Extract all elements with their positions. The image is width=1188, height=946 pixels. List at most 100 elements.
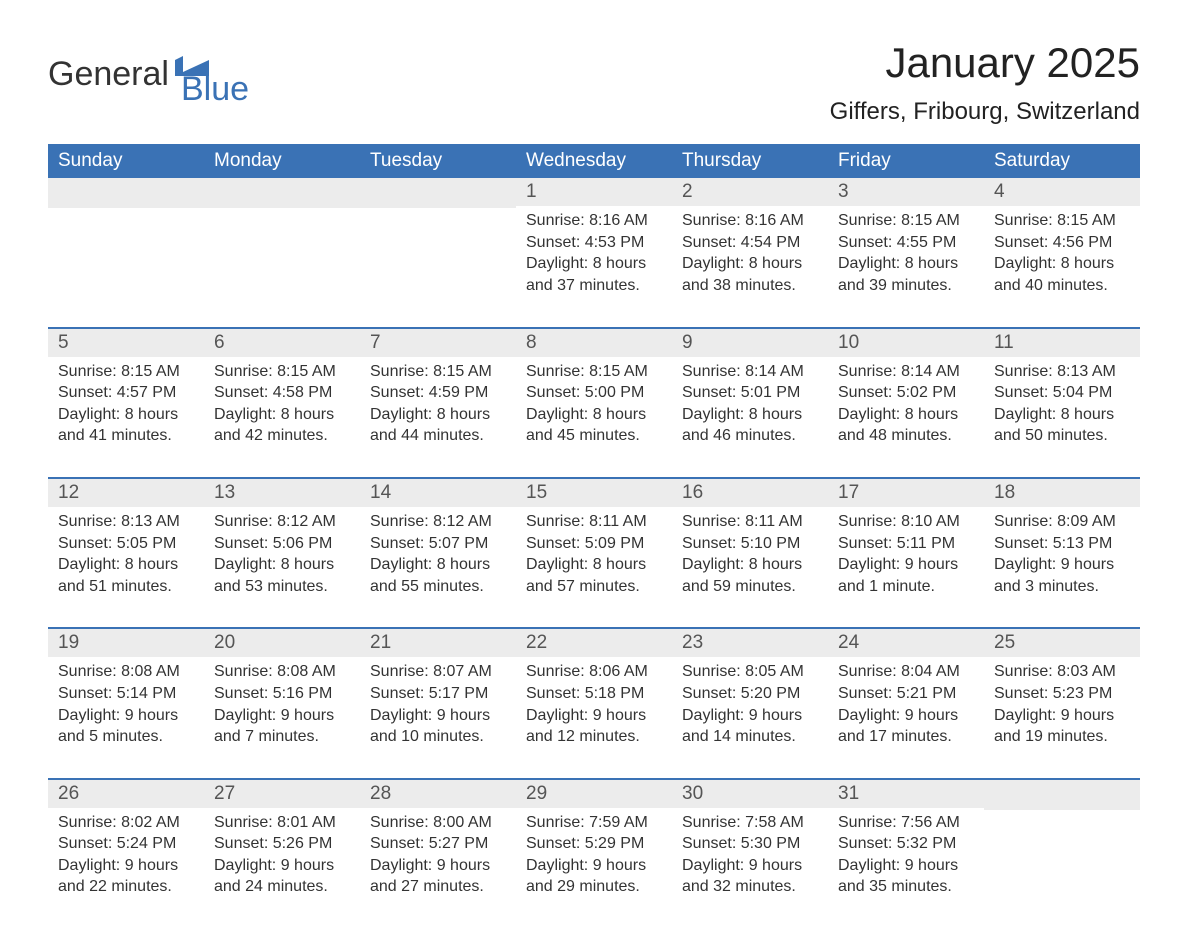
day-sunset: Sunset: 5:24 PM <box>58 833 194 855</box>
day-cell: 31Sunrise: 7:56 AMSunset: 5:32 PMDayligh… <box>828 780 984 906</box>
day-body: Sunrise: 8:05 AMSunset: 5:20 PMDaylight:… <box>672 657 828 747</box>
weekday-label: Thursday <box>672 144 828 178</box>
day-sunset: Sunset: 5:32 PM <box>838 833 974 855</box>
day-daylight2: and 50 minutes. <box>994 425 1130 447</box>
day-number: 25 <box>984 629 1140 657</box>
day-body: Sunrise: 8:07 AMSunset: 5:17 PMDaylight:… <box>360 657 516 747</box>
day-daylight1: Daylight: 8 hours <box>526 404 662 426</box>
day-number <box>360 178 516 208</box>
day-body: Sunrise: 7:58 AMSunset: 5:30 PMDaylight:… <box>672 808 828 898</box>
day-cell: 3Sunrise: 8:15 AMSunset: 4:55 PMDaylight… <box>828 178 984 304</box>
day-body: Sunrise: 8:02 AMSunset: 5:24 PMDaylight:… <box>48 808 204 898</box>
day-sunset: Sunset: 5:11 PM <box>838 533 974 555</box>
day-sunrise: Sunrise: 8:03 AM <box>994 661 1130 683</box>
day-body: Sunrise: 8:11 AMSunset: 5:10 PMDaylight:… <box>672 507 828 597</box>
day-number: 27 <box>204 780 360 808</box>
week-row: 26Sunrise: 8:02 AMSunset: 5:24 PMDayligh… <box>48 778 1140 906</box>
day-sunrise: Sunrise: 8:02 AM <box>58 812 194 834</box>
week-row: 5Sunrise: 8:15 AMSunset: 4:57 PMDaylight… <box>48 327 1140 455</box>
day-sunset: Sunset: 5:30 PM <box>682 833 818 855</box>
day-daylight1: Daylight: 9 hours <box>994 705 1130 727</box>
day-number: 7 <box>360 329 516 357</box>
day-cell: 13Sunrise: 8:12 AMSunset: 5:06 PMDayligh… <box>204 479 360 605</box>
day-body: Sunrise: 7:59 AMSunset: 5:29 PMDaylight:… <box>516 808 672 898</box>
day-sunset: Sunset: 4:56 PM <box>994 232 1130 254</box>
day-number: 9 <box>672 329 828 357</box>
day-body: Sunrise: 8:15 AMSunset: 4:57 PMDaylight:… <box>48 357 204 447</box>
day-number: 8 <box>516 329 672 357</box>
day-number: 13 <box>204 479 360 507</box>
day-cell <box>204 178 360 304</box>
day-daylight1: Daylight: 8 hours <box>994 253 1130 275</box>
day-daylight1: Daylight: 9 hours <box>58 705 194 727</box>
day-number: 10 <box>828 329 984 357</box>
day-number: 20 <box>204 629 360 657</box>
title-block: January 2025 Giffers, Fribourg, Switzerl… <box>830 40 1140 126</box>
day-daylight2: and 10 minutes. <box>370 726 506 748</box>
day-cell: 5Sunrise: 8:15 AMSunset: 4:57 PMDaylight… <box>48 329 204 455</box>
day-body: Sunrise: 8:15 AMSunset: 4:55 PMDaylight:… <box>828 206 984 296</box>
day-daylight2: and 55 minutes. <box>370 576 506 598</box>
day-body: Sunrise: 8:11 AMSunset: 5:09 PMDaylight:… <box>516 507 672 597</box>
day-sunset: Sunset: 5:20 PM <box>682 683 818 705</box>
day-sunrise: Sunrise: 8:15 AM <box>370 361 506 383</box>
day-sunrise: Sunrise: 8:16 AM <box>526 210 662 232</box>
day-daylight1: Daylight: 8 hours <box>58 404 194 426</box>
day-body: Sunrise: 8:16 AMSunset: 4:54 PMDaylight:… <box>672 206 828 296</box>
day-daylight1: Daylight: 8 hours <box>370 554 506 576</box>
day-sunrise: Sunrise: 8:11 AM <box>526 511 662 533</box>
day-cell: 18Sunrise: 8:09 AMSunset: 5:13 PMDayligh… <box>984 479 1140 605</box>
day-daylight2: and 48 minutes. <box>838 425 974 447</box>
day-daylight1: Daylight: 8 hours <box>682 253 818 275</box>
day-daylight2: and 29 minutes. <box>526 876 662 898</box>
day-number: 1 <box>516 178 672 206</box>
day-sunset: Sunset: 5:29 PM <box>526 833 662 855</box>
day-daylight1: Daylight: 9 hours <box>370 705 506 727</box>
day-daylight1: Daylight: 8 hours <box>682 554 818 576</box>
day-sunset: Sunset: 5:04 PM <box>994 382 1130 404</box>
day-daylight2: and 24 minutes. <box>214 876 350 898</box>
day-sunrise: Sunrise: 8:09 AM <box>994 511 1130 533</box>
day-daylight2: and 42 minutes. <box>214 425 350 447</box>
day-daylight2: and 44 minutes. <box>370 425 506 447</box>
logo: General Blue <box>48 40 249 109</box>
day-cell: 20Sunrise: 8:08 AMSunset: 5:16 PMDayligh… <box>204 629 360 755</box>
day-body: Sunrise: 8:12 AMSunset: 5:07 PMDaylight:… <box>360 507 516 597</box>
day-daylight1: Daylight: 8 hours <box>214 404 350 426</box>
weekday-label: Friday <box>828 144 984 178</box>
day-cell: 15Sunrise: 8:11 AMSunset: 5:09 PMDayligh… <box>516 479 672 605</box>
day-daylight2: and 51 minutes. <box>58 576 194 598</box>
week-row: 12Sunrise: 8:13 AMSunset: 5:05 PMDayligh… <box>48 477 1140 605</box>
day-body: Sunrise: 8:12 AMSunset: 5:06 PMDaylight:… <box>204 507 360 597</box>
day-body: Sunrise: 8:16 AMSunset: 4:53 PMDaylight:… <box>516 206 672 296</box>
page-title: January 2025 <box>830 40 1140 86</box>
weekday-label: Saturday <box>984 144 1140 178</box>
day-daylight2: and 19 minutes. <box>994 726 1130 748</box>
day-cell: 12Sunrise: 8:13 AMSunset: 5:05 PMDayligh… <box>48 479 204 605</box>
day-sunset: Sunset: 5:10 PM <box>682 533 818 555</box>
day-daylight1: Daylight: 8 hours <box>58 554 194 576</box>
logo-text-blue: Blue <box>181 70 249 109</box>
week-row: 19Sunrise: 8:08 AMSunset: 5:14 PMDayligh… <box>48 627 1140 755</box>
weekday-label: Sunday <box>48 144 204 178</box>
day-daylight1: Daylight: 8 hours <box>682 404 818 426</box>
day-daylight1: Daylight: 8 hours <box>838 404 974 426</box>
day-cell: 19Sunrise: 8:08 AMSunset: 5:14 PMDayligh… <box>48 629 204 755</box>
day-daylight2: and 53 minutes. <box>214 576 350 598</box>
day-number: 5 <box>48 329 204 357</box>
day-sunset: Sunset: 5:14 PM <box>58 683 194 705</box>
day-number: 23 <box>672 629 828 657</box>
day-daylight2: and 14 minutes. <box>682 726 818 748</box>
day-cell: 27Sunrise: 8:01 AMSunset: 5:26 PMDayligh… <box>204 780 360 906</box>
day-number: 30 <box>672 780 828 808</box>
weekday-header: Sunday Monday Tuesday Wednesday Thursday… <box>48 144 1140 178</box>
day-body: Sunrise: 8:15 AMSunset: 4:59 PMDaylight:… <box>360 357 516 447</box>
day-daylight2: and 59 minutes. <box>682 576 818 598</box>
day-daylight2: and 1 minute. <box>838 576 974 598</box>
day-cell: 6Sunrise: 8:15 AMSunset: 4:58 PMDaylight… <box>204 329 360 455</box>
day-body: Sunrise: 8:15 AMSunset: 5:00 PMDaylight:… <box>516 357 672 447</box>
day-body: Sunrise: 8:08 AMSunset: 5:14 PMDaylight:… <box>48 657 204 747</box>
day-number: 18 <box>984 479 1140 507</box>
day-sunrise: Sunrise: 8:12 AM <box>214 511 350 533</box>
day-sunset: Sunset: 4:57 PM <box>58 382 194 404</box>
